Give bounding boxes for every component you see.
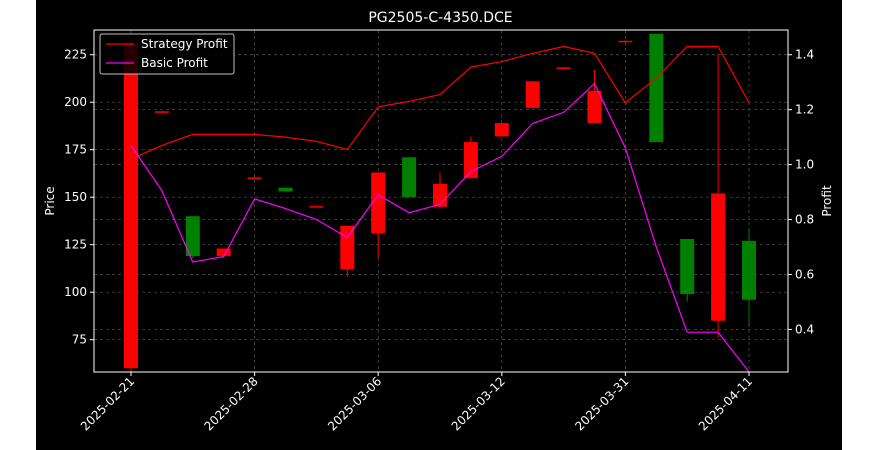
x-tick-label: 2025-02-21 bbox=[78, 374, 137, 433]
y-tick-label-right: 1.4 bbox=[795, 48, 814, 62]
candle-body bbox=[525, 81, 540, 108]
candle-body bbox=[433, 183, 447, 207]
candle-body bbox=[587, 90, 602, 124]
y-tick-label-left: 100 bbox=[64, 285, 87, 299]
candle-body bbox=[247, 177, 262, 179]
candles bbox=[124, 33, 756, 372]
candle-body bbox=[124, 43, 138, 369]
chart-title: PG2505-C-4350.DCE bbox=[368, 10, 512, 26]
y-tick-label-right: 0.8 bbox=[795, 213, 814, 227]
candle-body bbox=[463, 142, 478, 179]
candle-body bbox=[742, 240, 756, 300]
candle-body bbox=[680, 239, 695, 295]
figure: PG2505-C-4350.DCE 75 100 125 150 175 200 225 0.… bbox=[36, 0, 842, 450]
x-tick-label: 2025-04-11 bbox=[696, 374, 755, 433]
candle-body bbox=[618, 40, 633, 43]
legend-label-strategy-profit: Strategy Profit bbox=[141, 37, 228, 51]
y-tick-label-right: 1.2 bbox=[795, 103, 814, 117]
legend-label-basic-profit: Basic Profit bbox=[141, 56, 208, 70]
plot-frame bbox=[93, 29, 789, 373]
candle-body bbox=[309, 206, 324, 208]
candle-body bbox=[340, 225, 355, 270]
candle-body bbox=[154, 111, 169, 113]
y-axis-label-right: Profit bbox=[820, 185, 834, 217]
candle-body bbox=[278, 187, 293, 192]
y-tick-label-left: 225 bbox=[64, 48, 87, 62]
candle-body bbox=[494, 123, 509, 137]
y-tick-label-right: 0.6 bbox=[795, 267, 814, 281]
axes: 75 100 125 150 175 200 225 0.4 0.6 0.8 1.0 1.2 1.4 20… bbox=[64, 48, 814, 434]
candle-body bbox=[371, 172, 386, 234]
basic-profit-line bbox=[130, 82, 750, 373]
y-axis-label-left: Price bbox=[43, 186, 57, 215]
x-tick-label: 2025-03-12 bbox=[449, 374, 508, 433]
candle-body bbox=[216, 248, 231, 257]
x-tick-label: 2025-03-06 bbox=[325, 374, 384, 433]
strategy-profit-line bbox=[130, 45, 750, 160]
y-tick-label-left: 150 bbox=[64, 190, 87, 204]
candle-body bbox=[649, 33, 664, 143]
candle-body bbox=[556, 67, 571, 69]
x-tick-label: 2025-02-28 bbox=[202, 374, 261, 433]
candle-body bbox=[402, 157, 417, 198]
legend: Strategy Profit Basic Profit bbox=[99, 33, 235, 75]
y-tick-label-right: 0.4 bbox=[795, 322, 814, 336]
y-tick-label-left: 75 bbox=[72, 333, 87, 347]
candle-body bbox=[185, 216, 200, 257]
chart: PG2505-C-4350.DCE 75 100 125 150 175 200 225 0.… bbox=[43, 10, 834, 434]
y-tick-label-right: 1.0 bbox=[795, 158, 814, 172]
y-tick-label-left: 175 bbox=[64, 143, 87, 157]
candle-body bbox=[711, 193, 726, 321]
x-tick-label: 2025-03-31 bbox=[572, 374, 631, 433]
profit-lines bbox=[130, 45, 750, 373]
y-tick-label-left: 200 bbox=[64, 95, 87, 109]
y-tick-label-left: 125 bbox=[64, 238, 87, 252]
